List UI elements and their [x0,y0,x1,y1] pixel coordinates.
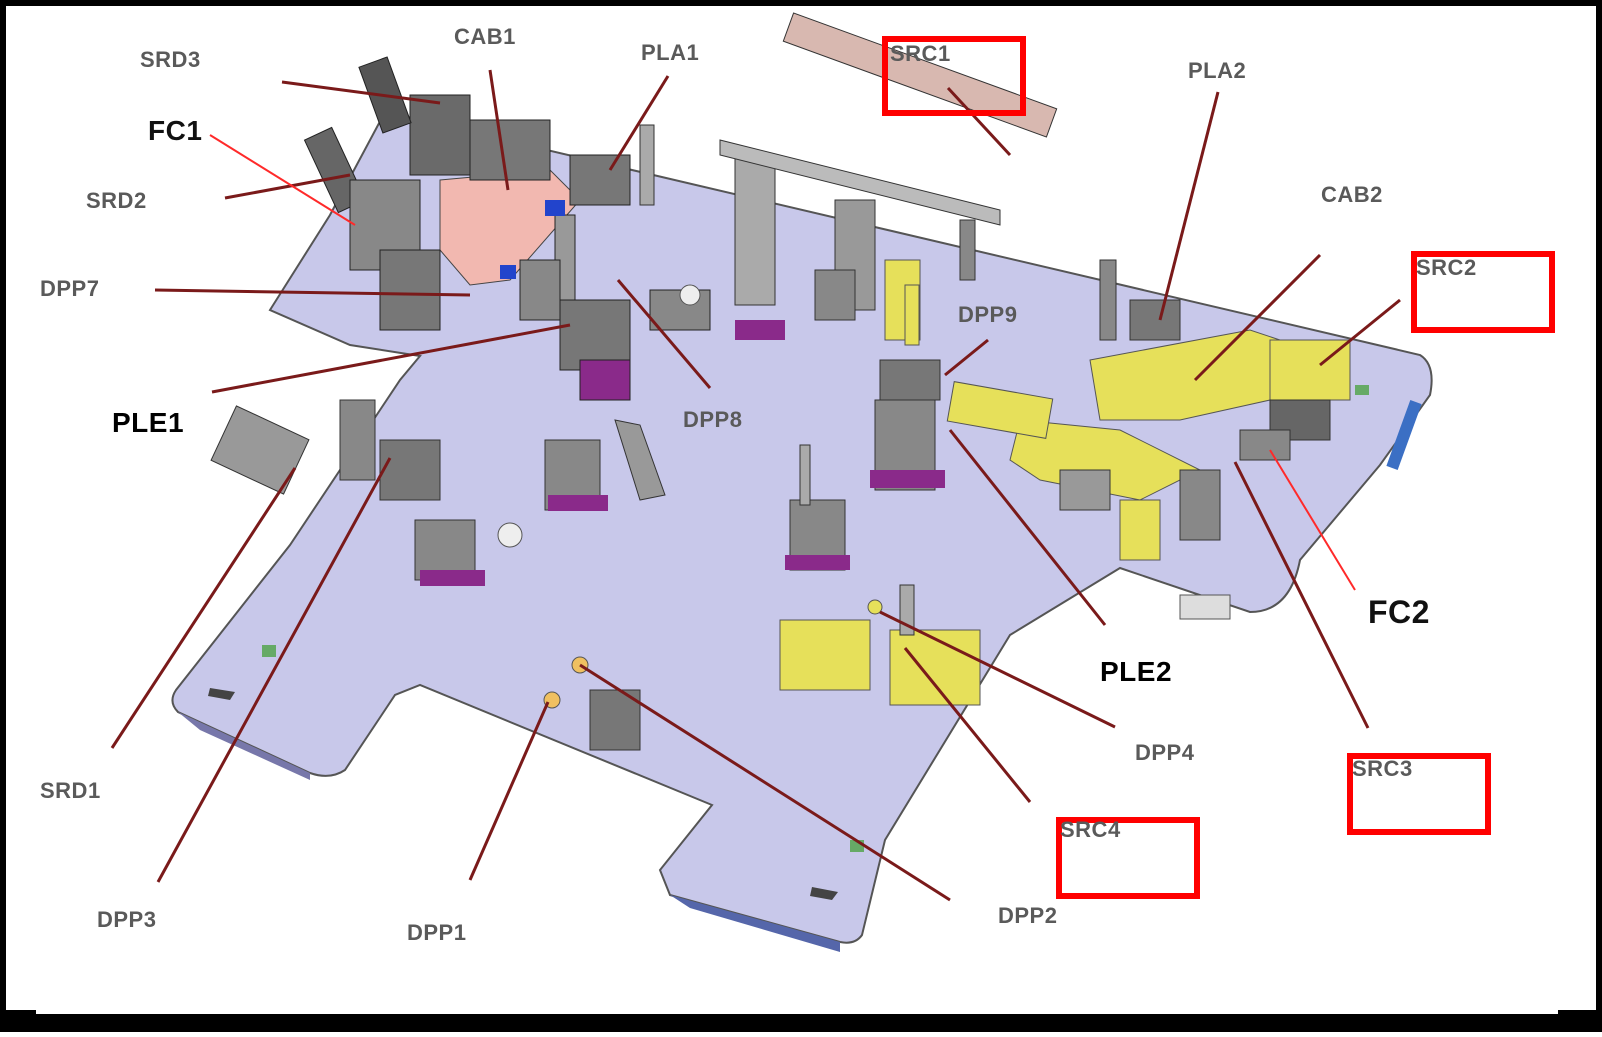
plate-tab [1179,594,1231,620]
label-cab2: CAB2 [1321,182,1383,207]
label-ple2: PLE2 [1100,656,1173,687]
gantry-structures [719,12,1058,346]
frame-corner-left [0,1010,36,1032]
fixtures-center [497,284,945,571]
plate-side-blue [1386,400,1422,470]
label-src2: SRC2 [1416,255,1477,280]
label-srd3: SRD3 [140,47,201,72]
highlight-boxes [882,36,1555,899]
label-srd1: SRD1 [40,778,101,803]
label-dpp1: DPP1 [407,920,467,945]
label-dpp2: DPP2 [998,903,1058,928]
label-dpp8: DPP8 [683,407,743,432]
frame-corner-right [1558,1010,1602,1032]
fixtures-left [208,399,485,700]
label-fc2: FC2 [1368,594,1430,630]
fixture-cluster-topleft [303,56,711,401]
fixtures-bottom-yellow [543,584,981,900]
label-src4: SRC4 [1060,817,1121,842]
src1-highlight-box [882,36,1026,116]
label-src1: SRC1 [890,41,951,66]
plate-edge [178,712,310,780]
label-dpp7: DPP7 [40,276,100,301]
label-fc1: FC1 [148,115,203,146]
label-dpp4: DPP4 [1135,740,1195,765]
label-pla2: PLA2 [1188,58,1247,83]
label-dpp3: DPP3 [97,907,157,932]
leader-lines [110,69,1401,902]
fc-leader-lines [209,134,1356,591]
src2-highlight-box [1411,251,1555,333]
label-src3: SRC3 [1352,756,1413,781]
frame-bottom-bar [36,1014,1558,1032]
label-pla1: PLA1 [641,40,700,65]
label-cab1: CAB1 [454,24,516,49]
label-dpp9: DPP9 [958,302,1018,327]
src4-highlight-box [1056,817,1200,899]
label-srd2: SRD2 [86,188,147,213]
plate-edge-2 [670,895,840,952]
src3-highlight-box [1347,753,1491,835]
label-ple1: PLE1 [112,407,185,438]
